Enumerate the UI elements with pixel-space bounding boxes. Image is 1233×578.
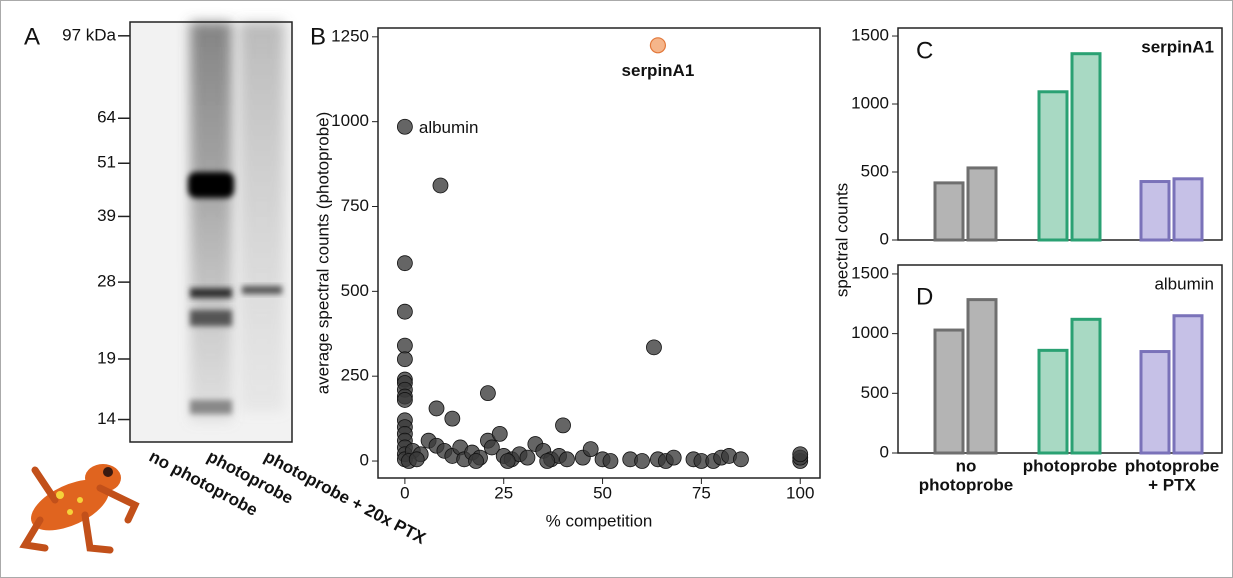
data-point bbox=[603, 454, 618, 469]
data-point bbox=[480, 386, 495, 401]
y-tick-label: 0 bbox=[360, 451, 369, 470]
bar bbox=[1072, 54, 1100, 240]
bar bbox=[1174, 179, 1202, 240]
bar bbox=[1141, 182, 1169, 240]
panel-letter: A bbox=[24, 23, 40, 50]
data-point bbox=[445, 411, 460, 426]
data-point bbox=[583, 442, 598, 457]
bar bbox=[968, 300, 996, 453]
highlight-label: serpinA1 bbox=[622, 61, 695, 80]
category-label: photoprobe bbox=[919, 475, 1013, 494]
marker-label: 97 kDa bbox=[62, 25, 116, 44]
panel-letter: B bbox=[310, 23, 326, 50]
marker-label: 64 bbox=[97, 108, 116, 127]
panel-label: serpinA1 bbox=[1141, 37, 1214, 56]
y-tick-label: 500 bbox=[861, 383, 889, 402]
data-point bbox=[733, 452, 748, 467]
x-tick-label: 25 bbox=[494, 483, 513, 502]
data-point bbox=[646, 340, 661, 355]
y-axis-label: average spectral counts (photoprobe) bbox=[313, 112, 332, 395]
marker-label: 28 bbox=[97, 272, 116, 291]
data-point bbox=[433, 178, 448, 193]
bar bbox=[935, 183, 963, 240]
y-tick-label: 250 bbox=[341, 366, 369, 385]
data-point bbox=[666, 450, 681, 465]
y-tick-label: 0 bbox=[880, 442, 889, 461]
y-tick-label: 500 bbox=[861, 161, 889, 180]
data-point bbox=[500, 454, 515, 469]
marker-label: 39 bbox=[97, 206, 116, 225]
panel-letter: D bbox=[916, 283, 933, 310]
x-tick-label: 0 bbox=[400, 483, 409, 502]
data-point bbox=[635, 454, 650, 469]
y-tick-label: 500 bbox=[341, 281, 369, 300]
x-axis-label: % competition bbox=[546, 511, 653, 530]
data-point bbox=[469, 454, 484, 469]
data-point bbox=[793, 447, 808, 462]
data-point bbox=[397, 119, 412, 134]
bar bbox=[968, 168, 996, 240]
category-label: + PTX bbox=[1148, 475, 1196, 494]
y-tick-label: 1000 bbox=[331, 111, 369, 130]
plot-frame bbox=[378, 28, 820, 478]
blot-image bbox=[130, 22, 292, 442]
data-point bbox=[556, 418, 571, 433]
panel-letter: C bbox=[916, 37, 933, 64]
bar bbox=[935, 330, 963, 453]
y-tick-label: 1250 bbox=[331, 26, 369, 45]
panel-label: albumin bbox=[1154, 274, 1214, 293]
category-label: photoprobe bbox=[1023, 456, 1117, 475]
y-axis-label: spectral counts bbox=[832, 183, 851, 297]
y-tick-label: 0 bbox=[880, 229, 889, 248]
category-label: no bbox=[956, 456, 977, 475]
data-point bbox=[540, 454, 555, 469]
data-point bbox=[397, 352, 412, 367]
x-tick-label: 100 bbox=[786, 483, 814, 502]
data-point bbox=[397, 256, 412, 271]
annotation: albumin bbox=[419, 118, 479, 137]
highlight-point bbox=[650, 38, 665, 53]
data-point bbox=[397, 338, 412, 353]
marker-label: 19 bbox=[97, 348, 116, 367]
y-tick-label: 1500 bbox=[851, 26, 889, 45]
y-tick-label: 1500 bbox=[851, 263, 889, 282]
marker-label: 51 bbox=[97, 153, 116, 172]
data-point bbox=[397, 392, 412, 407]
y-tick-label: 1000 bbox=[851, 93, 889, 112]
data-point bbox=[397, 304, 412, 319]
data-point bbox=[429, 401, 444, 416]
data-point bbox=[520, 450, 535, 465]
bar bbox=[1072, 319, 1100, 453]
x-tick-label: 75 bbox=[692, 483, 711, 502]
data-point bbox=[559, 452, 574, 467]
category-label: photoprobe bbox=[1125, 456, 1219, 475]
bar bbox=[1141, 352, 1169, 453]
data-point bbox=[409, 452, 424, 467]
data-point bbox=[492, 426, 507, 441]
bar bbox=[1174, 316, 1202, 453]
bar bbox=[1039, 350, 1067, 453]
y-tick-label: 1000 bbox=[851, 323, 889, 342]
y-tick-label: 750 bbox=[341, 196, 369, 215]
bar bbox=[1039, 92, 1067, 240]
marker-label: 14 bbox=[97, 409, 116, 428]
frog-illustration bbox=[23, 464, 135, 550]
x-tick-label: 50 bbox=[593, 483, 612, 502]
